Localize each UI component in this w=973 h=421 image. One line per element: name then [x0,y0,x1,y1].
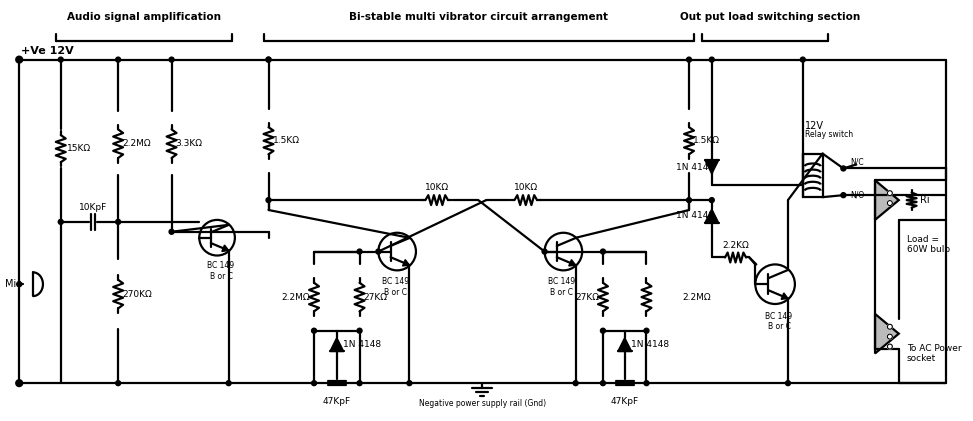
Text: BC 149
B or C: BC 149 B or C [381,277,409,297]
Text: Out put load switching section: Out put load switching section [679,12,860,22]
Circle shape [887,191,892,196]
Polygon shape [875,314,899,354]
Circle shape [357,249,362,254]
Polygon shape [704,209,719,223]
Text: 1.5KΩ: 1.5KΩ [272,136,300,145]
Polygon shape [618,338,631,352]
Text: +Ve 12V: +Ve 12V [21,45,74,56]
Text: 47KpF: 47KpF [611,397,639,406]
Text: 12V: 12V [805,121,824,131]
Circle shape [116,219,121,224]
Text: Relay switch: Relay switch [805,130,853,139]
Text: 2.2MΩ: 2.2MΩ [682,293,710,301]
Text: BC 149
B or C: BC 149 B or C [548,277,575,297]
Polygon shape [222,245,229,251]
Circle shape [709,57,714,62]
Circle shape [169,229,174,234]
Circle shape [644,381,649,386]
Polygon shape [875,180,899,220]
Text: Mic: Mic [5,279,21,289]
Text: N/O: N/O [850,191,865,200]
Circle shape [17,57,21,62]
Circle shape [644,328,649,333]
Text: N/C: N/C [850,157,864,166]
Text: 10KΩ: 10KΩ [424,183,449,192]
Circle shape [801,57,806,62]
Circle shape [116,381,121,386]
Circle shape [687,197,692,203]
Circle shape [17,282,21,287]
Text: 270KΩ: 270KΩ [122,290,152,298]
Text: Load =
60W bulb: Load = 60W bulb [907,235,950,254]
Circle shape [887,324,892,329]
Bar [803,154,822,197]
Circle shape [17,381,21,386]
Text: 1N 4148: 1N 4148 [342,340,380,349]
Circle shape [687,57,692,62]
Text: 47KpF: 47KpF [323,397,351,406]
Circle shape [58,219,63,224]
Circle shape [542,249,547,254]
Text: 2.2KΩ: 2.2KΩ [722,240,749,250]
Text: Bi-stable multi vibrator circuit arrangement: Bi-stable multi vibrator circuit arrange… [349,12,608,22]
Circle shape [311,328,316,333]
Text: 2.2MΩ: 2.2MΩ [281,293,310,301]
Circle shape [376,249,380,254]
Circle shape [116,57,121,62]
Circle shape [311,381,316,386]
Text: 10KpF: 10KpF [79,203,108,212]
Text: Ri: Ri [919,195,929,205]
Circle shape [169,57,174,62]
Circle shape [58,57,63,62]
Text: 1.5KΩ: 1.5KΩ [693,136,720,145]
Circle shape [600,249,605,254]
Circle shape [226,381,232,386]
Circle shape [407,381,412,386]
Polygon shape [330,338,343,352]
Text: BC 149
B or C: BC 149 B or C [766,312,793,331]
Polygon shape [781,293,788,299]
Circle shape [357,381,362,386]
Text: 1N 4148: 1N 4148 [676,211,714,221]
Text: 1N 4148: 1N 4148 [676,163,714,172]
Text: To AC Power
socket: To AC Power socket [907,344,961,363]
Circle shape [785,381,790,386]
Circle shape [266,197,271,203]
Text: BC 149
B or C: BC 149 B or C [207,261,234,281]
Circle shape [600,381,605,386]
Text: 3.3KΩ: 3.3KΩ [175,139,202,148]
Text: Negative power supply rail (Gnd): Negative power supply rail (Gnd) [418,399,546,408]
Circle shape [841,166,846,171]
Circle shape [600,328,605,333]
Text: 10KΩ: 10KΩ [514,183,538,192]
Circle shape [887,344,892,349]
Text: 2.2MΩ: 2.2MΩ [122,139,151,148]
Circle shape [841,193,846,197]
Polygon shape [704,160,719,174]
Text: Audio signal amplification: Audio signal amplification [67,12,221,22]
Circle shape [887,334,892,339]
Circle shape [357,328,362,333]
Text: 15KΩ: 15KΩ [67,144,90,153]
Text: 27KΩ: 27KΩ [364,293,387,301]
Polygon shape [569,260,576,266]
Circle shape [887,200,892,205]
Circle shape [266,57,271,62]
Text: 1N 4148: 1N 4148 [631,340,668,349]
Circle shape [573,381,578,386]
Text: 27KΩ: 27KΩ [575,293,599,301]
Circle shape [266,57,271,62]
Circle shape [709,197,714,203]
Polygon shape [403,260,410,266]
